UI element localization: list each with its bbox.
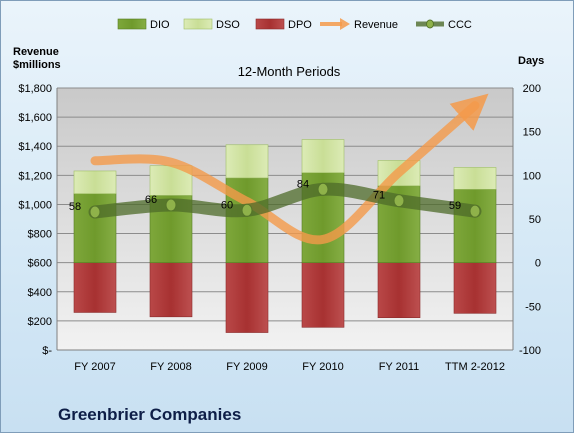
y-right-tick-label: 150 bbox=[523, 127, 541, 139]
dso-bar bbox=[301, 139, 345, 174]
legend-label-revenue: Revenue bbox=[354, 19, 398, 31]
legend-swatch-dio bbox=[117, 18, 147, 30]
y-left-label: Revenue $millions bbox=[13, 46, 62, 71]
x-tick-label: FY 2009 bbox=[226, 361, 267, 373]
y-right-tick-label: 200 bbox=[523, 83, 541, 95]
ccc-data-label: 60 bbox=[221, 199, 233, 211]
dpo-bar bbox=[225, 262, 269, 333]
legend-marker-icon bbox=[426, 19, 434, 29]
legend-label-ccc: CCC bbox=[448, 19, 472, 31]
y-left-tick-label: $- bbox=[42, 345, 52, 357]
ccc-marker bbox=[241, 203, 253, 217]
ccc-data-label: 66 bbox=[145, 194, 157, 206]
legend-arrow-icon bbox=[340, 18, 350, 30]
x-tick-label: FY 2007 bbox=[74, 361, 115, 373]
y-right-tick-label: 0 bbox=[535, 258, 541, 270]
legend-swatch-dpo bbox=[255, 18, 285, 30]
dpo-bar bbox=[73, 262, 117, 313]
y-left-tick-label: $200 bbox=[28, 316, 52, 328]
x-tick-label: FY 2011 bbox=[379, 361, 420, 373]
y-left-tick-label: $400 bbox=[28, 287, 52, 299]
y-left-tick-label: $1,200 bbox=[18, 170, 52, 182]
dso-bar bbox=[73, 170, 117, 194]
lines-layer bbox=[88, 93, 489, 245]
y-left-tick-label: $1,400 bbox=[18, 141, 52, 153]
ccc-marker bbox=[165, 198, 177, 212]
ccc-line bbox=[88, 182, 482, 219]
y-left-tick-label: $1,600 bbox=[18, 112, 52, 124]
dpo-bar bbox=[301, 262, 345, 328]
plot-area bbox=[57, 88, 513, 350]
y-left-tick-label: $800 bbox=[28, 229, 52, 241]
y-right-tick-label: -100 bbox=[519, 345, 541, 357]
chart-title: 12-Month Periods bbox=[238, 64, 341, 79]
company-name: Greenbrier Companies bbox=[58, 405, 242, 424]
y-left-label-line-2: $millions bbox=[13, 59, 61, 71]
dso-bar bbox=[453, 167, 497, 190]
ccc-data-label: 71 bbox=[373, 190, 385, 202]
dpo-bar bbox=[377, 262, 421, 318]
axes-layer: $- $200 $400 $600 $800 $1,000 $1,200 $1,400 $1,6… bbox=[18, 83, 541, 373]
legend: DIO DSO DPO Revenue CCC bbox=[117, 18, 472, 31]
ccc-marker bbox=[469, 204, 481, 218]
legend-swatch-dso bbox=[183, 18, 213, 30]
x-tick-label: TTM 2-2012 bbox=[445, 361, 505, 373]
y-left-tick-label: $1,800 bbox=[18, 83, 52, 95]
legend-label-dso: DSO bbox=[216, 19, 240, 31]
dpo-bar bbox=[453, 262, 497, 314]
legend-label-dio: DIO bbox=[150, 19, 170, 31]
ccc-marker bbox=[393, 194, 405, 208]
y-left-tick-label: $1,000 bbox=[18, 199, 52, 211]
legend-label-dpo: DPO bbox=[288, 19, 312, 31]
dio-bar bbox=[453, 189, 497, 263]
y-left-tick-label: $600 bbox=[28, 258, 52, 270]
y-left-label-line-1: Revenue bbox=[13, 46, 59, 58]
ccc-marker bbox=[89, 205, 101, 219]
x-tick-label: FY 2008 bbox=[150, 361, 191, 373]
revenue-line bbox=[90, 93, 489, 245]
y-right-label: Days bbox=[518, 55, 544, 67]
ccc-marker bbox=[317, 182, 329, 196]
ccc-data-label: 58 bbox=[69, 201, 81, 213]
labels-layer: 58 66 60 84 71 59 bbox=[69, 178, 461, 213]
ccc-data-label: 59 bbox=[449, 200, 461, 212]
y-right-tick-label: 50 bbox=[529, 214, 541, 226]
y-right-tick-label: 100 bbox=[523, 170, 541, 182]
y-right-tick-label: -50 bbox=[525, 301, 541, 313]
dpo-bar bbox=[149, 262, 193, 318]
ccc-data-label: 84 bbox=[297, 178, 309, 190]
x-tick-label: FY 2010 bbox=[302, 361, 343, 373]
dso-bar bbox=[225, 144, 269, 179]
